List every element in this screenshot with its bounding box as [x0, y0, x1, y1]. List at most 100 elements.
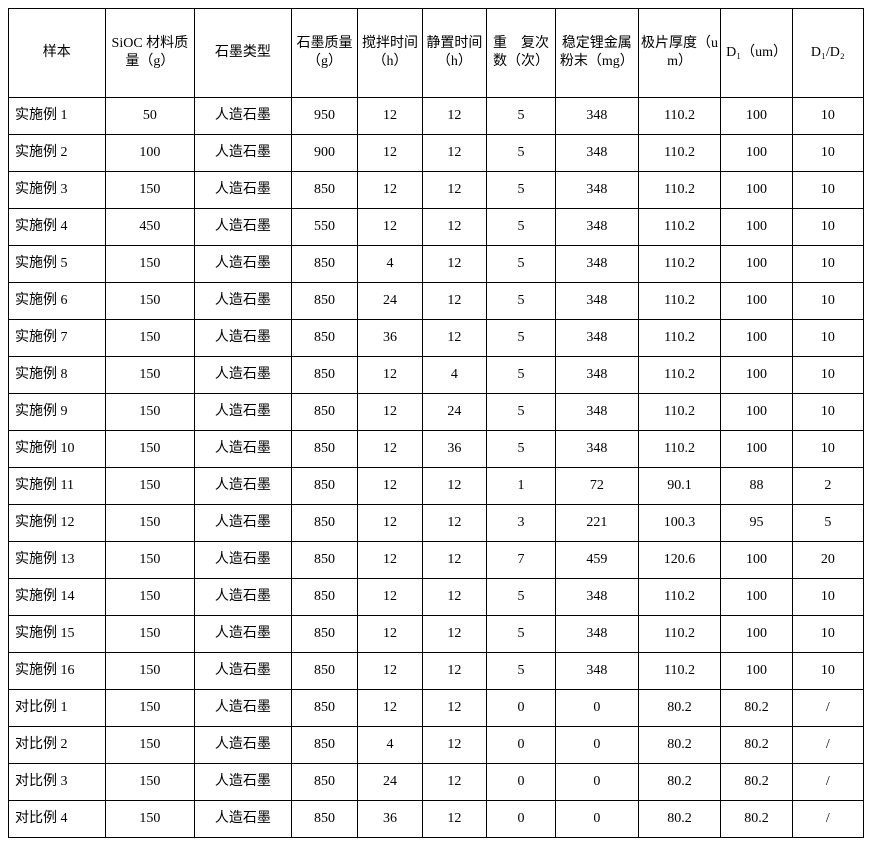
table-cell: 150	[105, 690, 195, 727]
table-cell: 0	[487, 727, 556, 764]
table-cell: /	[792, 727, 863, 764]
table-cell: 36	[358, 801, 422, 838]
table-cell: 150	[105, 727, 195, 764]
table-cell: 95	[721, 505, 792, 542]
table-cell: 12	[422, 246, 486, 283]
table-cell: 150	[105, 246, 195, 283]
table-cell: 实施例 11	[9, 468, 106, 505]
table-cell: 221	[555, 505, 638, 542]
table-cell: /	[792, 764, 863, 801]
table-row: 实施例 3150人造石墨85012125348110.210010	[9, 172, 864, 209]
table-cell: 人造石墨	[195, 542, 292, 579]
table-cell: 0	[487, 690, 556, 727]
table-cell: 150	[105, 764, 195, 801]
table-cell: 120.6	[638, 542, 721, 579]
table-cell: 348	[555, 653, 638, 690]
col-header-rest-time: 静置时间（h）	[422, 9, 486, 98]
table-row: 实施例 11150人造石墨850121217290.1882	[9, 468, 864, 505]
table-cell: 10	[792, 579, 863, 616]
table-cell: 88	[721, 468, 792, 505]
table-cell: 5	[487, 579, 556, 616]
table-cell: 100	[721, 394, 792, 431]
table-cell: 348	[555, 320, 638, 357]
table-cell: 12	[422, 579, 486, 616]
table-row: 对比例 3150人造石墨85024120080.280.2/	[9, 764, 864, 801]
table-cell: 0	[487, 801, 556, 838]
table-cell: 348	[555, 357, 638, 394]
table-cell: 5	[487, 135, 556, 172]
table-cell: 100	[721, 135, 792, 172]
table-cell: /	[792, 690, 863, 727]
table-cell: 12	[422, 653, 486, 690]
table-cell: 348	[555, 135, 638, 172]
table-cell: 110.2	[638, 209, 721, 246]
table-cell: 10	[792, 172, 863, 209]
table-cell: 80.2	[721, 690, 792, 727]
table-cell: 5	[487, 320, 556, 357]
table-cell: 实施例 13	[9, 542, 106, 579]
table-cell: 80.2	[638, 764, 721, 801]
table-cell: 850	[291, 801, 358, 838]
table-row: 实施例 4450人造石墨55012125348110.210010	[9, 209, 864, 246]
table-cell: 12	[358, 505, 422, 542]
table-cell: 10	[792, 394, 863, 431]
table-cell: 950	[291, 98, 358, 135]
table-cell: /	[792, 801, 863, 838]
table-cell: 人造石墨	[195, 616, 292, 653]
col-header-li-powder: 稳定锂金属粉末（mg）	[555, 9, 638, 98]
table-cell: 150	[105, 801, 195, 838]
table-cell: 80.2	[721, 801, 792, 838]
table-cell: 12	[358, 209, 422, 246]
table-cell: 850	[291, 172, 358, 209]
table-cell: 10	[792, 209, 863, 246]
table-row: 实施例 5150人造石墨8504125348110.210010	[9, 246, 864, 283]
table-row: 对比例 2150人造石墨8504120080.280.2/	[9, 727, 864, 764]
table-cell: 24	[422, 394, 486, 431]
table-cell: 12	[422, 172, 486, 209]
table-cell: 110.2	[638, 98, 721, 135]
table-cell: 110.2	[638, 357, 721, 394]
table-cell: 对比例 1	[9, 690, 106, 727]
table-cell: 850	[291, 542, 358, 579]
table-cell: 12	[358, 468, 422, 505]
table-cell: 348	[555, 98, 638, 135]
table-cell: 实施例 6	[9, 283, 106, 320]
table-cell: 5	[487, 98, 556, 135]
table-cell: 110.2	[638, 135, 721, 172]
col-header-d1: D₁（um）	[721, 9, 792, 98]
table-cell: 150	[105, 505, 195, 542]
table-cell: 实施例 5	[9, 246, 106, 283]
table-cell: 12	[422, 542, 486, 579]
table-cell: 100	[721, 320, 792, 357]
data-table: 样本 SiOC 材料质量（g） 石墨类型 石墨质量（g） 搅拌时间（h） 静置时…	[8, 8, 864, 838]
table-cell: 850	[291, 468, 358, 505]
table-cell: 12	[358, 542, 422, 579]
table-row: 实施例 14150人造石墨85012125348110.210010	[9, 579, 864, 616]
table-cell: 人造石墨	[195, 172, 292, 209]
table-cell: 12	[358, 394, 422, 431]
table-cell: 90.1	[638, 468, 721, 505]
table-cell: 100	[721, 98, 792, 135]
table-cell: 850	[291, 283, 358, 320]
table-cell: 80.2	[638, 690, 721, 727]
table-cell: 12	[422, 801, 486, 838]
table-cell: 850	[291, 690, 358, 727]
table-cell: 人造石墨	[195, 801, 292, 838]
table-cell: 10	[792, 431, 863, 468]
table-cell: 12	[422, 616, 486, 653]
table-cell: 人造石墨	[195, 135, 292, 172]
table-cell: 348	[555, 579, 638, 616]
table-cell: 348	[555, 172, 638, 209]
table-cell: 实施例 14	[9, 579, 106, 616]
table-cell: 100	[721, 653, 792, 690]
table-cell: 1	[487, 468, 556, 505]
table-cell: 2	[792, 468, 863, 505]
table-cell: 10	[792, 98, 863, 135]
table-cell: 人造石墨	[195, 394, 292, 431]
table-cell: 0	[487, 764, 556, 801]
table-cell: 150	[105, 320, 195, 357]
table-cell: 150	[105, 653, 195, 690]
table-cell: 12	[422, 690, 486, 727]
table-cell: 850	[291, 616, 358, 653]
table-cell: 850	[291, 357, 358, 394]
